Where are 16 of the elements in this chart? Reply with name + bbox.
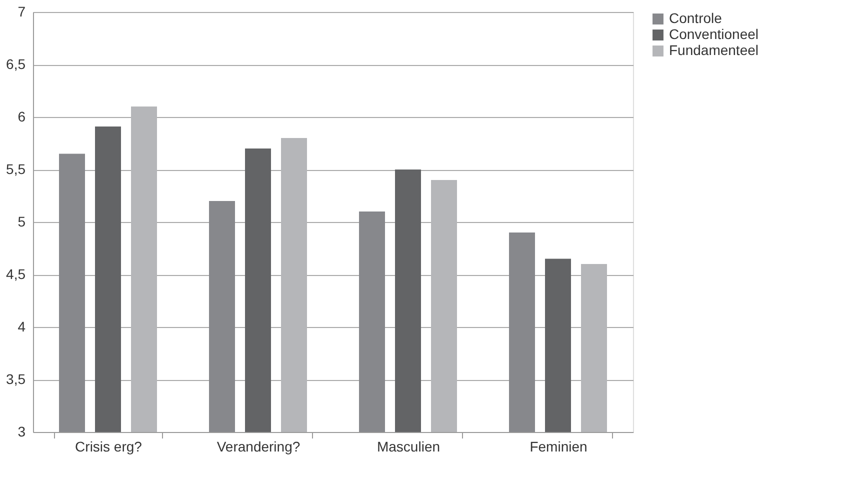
x-tick-label: Feminien (530, 438, 588, 454)
y-tick-label: 7 (18, 4, 26, 20)
y-tick-label: 6 (18, 108, 26, 124)
legend-label: Controle (669, 10, 722, 26)
y-tick-label: 6,5 (6, 56, 26, 72)
y-tick-label: 4,5 (6, 266, 26, 282)
x-tick-label: Verandering? (216, 438, 300, 454)
legend-label: Conventioneel (669, 26, 759, 42)
x-tick-label: Crisis erg? (75, 438, 142, 454)
y-tick-label: 4 (18, 318, 26, 334)
y-tick-label: 3 (18, 424, 26, 440)
x-tick-label: Masculien (376, 438, 440, 454)
legend-label: Fundamenteel (669, 42, 759, 58)
y-tick-label: 3,5 (6, 371, 26, 387)
y-tick-label: 5 (18, 214, 26, 230)
y-tick-label: 5,5 (6, 161, 26, 177)
